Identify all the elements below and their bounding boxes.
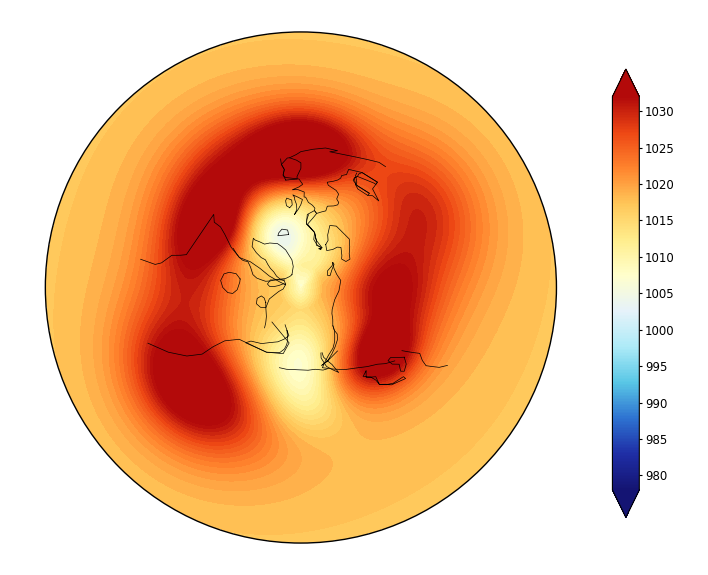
Point bbox=[295, 283, 307, 292]
Point bbox=[295, 283, 307, 292]
Point bbox=[295, 283, 307, 292]
Point bbox=[295, 283, 307, 292]
Point bbox=[295, 283, 307, 292]
Point bbox=[295, 283, 307, 292]
Point bbox=[295, 283, 307, 292]
Point bbox=[295, 283, 307, 292]
Point bbox=[295, 283, 307, 292]
PathPatch shape bbox=[612, 69, 639, 97]
Point bbox=[295, 283, 307, 292]
Point bbox=[295, 283, 307, 292]
Point bbox=[295, 283, 307, 292]
Point bbox=[295, 283, 307, 292]
Point bbox=[295, 283, 307, 292]
Point bbox=[295, 283, 307, 292]
Point bbox=[295, 283, 307, 292]
Point bbox=[295, 283, 307, 292]
Point bbox=[295, 283, 307, 292]
Point bbox=[295, 283, 307, 292]
Point bbox=[295, 283, 307, 292]
Point bbox=[295, 283, 307, 292]
Point bbox=[295, 283, 307, 292]
Point bbox=[295, 283, 307, 292]
Point bbox=[295, 283, 307, 292]
Point bbox=[295, 283, 307, 292]
Point bbox=[295, 283, 307, 292]
Point bbox=[295, 283, 307, 292]
Point bbox=[295, 283, 307, 292]
Point bbox=[295, 283, 307, 292]
Point bbox=[295, 283, 307, 292]
Point bbox=[295, 283, 307, 292]
Point bbox=[295, 283, 307, 292]
Point bbox=[295, 283, 307, 292]
Point bbox=[295, 283, 307, 292]
Point bbox=[295, 283, 307, 292]
Point bbox=[295, 283, 307, 292]
Point bbox=[295, 283, 307, 292]
Point bbox=[295, 283, 307, 292]
Point bbox=[295, 283, 307, 292]
PathPatch shape bbox=[612, 490, 639, 518]
Point bbox=[295, 283, 307, 292]
Point bbox=[295, 283, 307, 292]
Point bbox=[295, 283, 307, 292]
Point bbox=[295, 283, 307, 292]
Point bbox=[295, 283, 307, 292]
Point bbox=[295, 283, 307, 292]
Point bbox=[295, 283, 307, 292]
Point bbox=[295, 283, 307, 292]
Point bbox=[295, 283, 307, 292]
Point bbox=[295, 283, 307, 292]
Point bbox=[295, 283, 307, 292]
Point bbox=[295, 283, 307, 292]
Point bbox=[295, 283, 307, 292]
Point bbox=[295, 283, 307, 292]
Point bbox=[295, 283, 307, 292]
Point bbox=[295, 283, 307, 292]
Point bbox=[295, 283, 307, 292]
Point bbox=[295, 283, 307, 292]
Point bbox=[295, 283, 307, 292]
Point bbox=[295, 283, 307, 292]
Point bbox=[295, 283, 307, 292]
Point bbox=[295, 283, 307, 292]
